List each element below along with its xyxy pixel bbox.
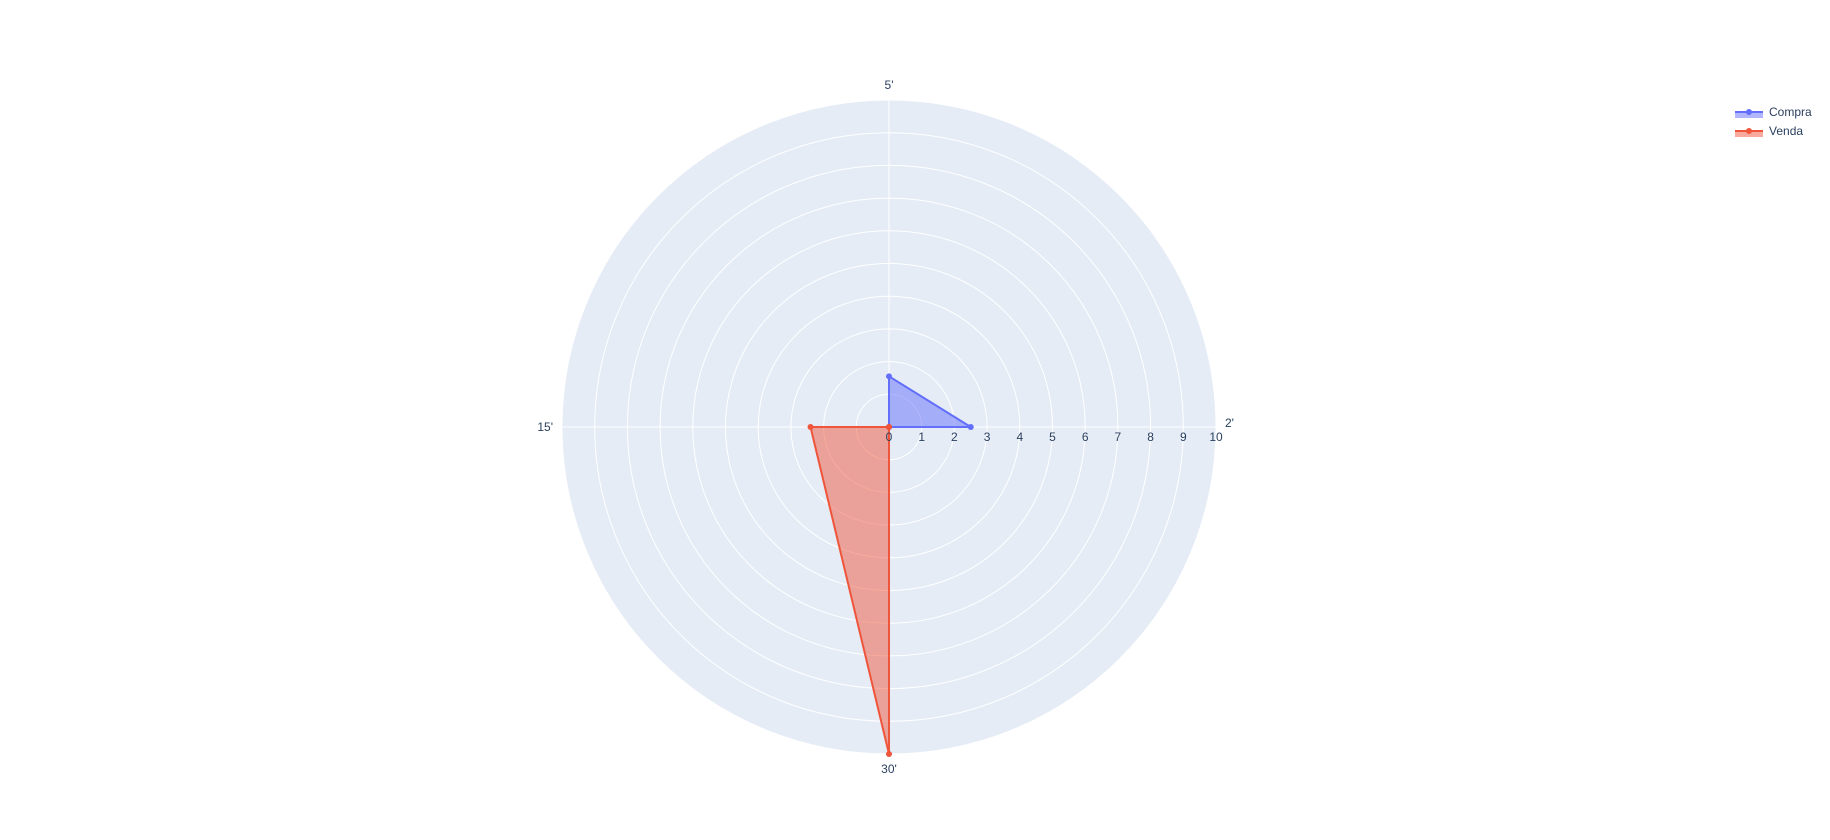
radial-tick-label: 2 (951, 430, 958, 444)
angular-tick-label: 30' (881, 762, 897, 776)
series-layer (807, 373, 974, 757)
legend-marker (1746, 109, 1752, 115)
radial-tick-label: 10 (1209, 430, 1223, 444)
radial-tick-label: 9 (1180, 430, 1187, 444)
radial-tick-label: 1 (918, 430, 925, 444)
angular-tick-label: 5' (885, 78, 894, 92)
series-venda-point (807, 424, 814, 430)
series-compra-point (886, 373, 892, 380)
legend-label: Venda (1769, 124, 1803, 138)
radial-tick-label: 3 (984, 430, 991, 444)
legend-item[interactable]: Compra (1735, 105, 1812, 119)
radial-tick-label: 4 (1016, 430, 1023, 444)
series-compra-point (967, 424, 974, 430)
angular-tick-label: 15' (537, 420, 553, 434)
radial-tick-label: 7 (1115, 430, 1122, 444)
legend: Compra Venda (1735, 105, 1812, 138)
radial-tick-label: 8 (1147, 430, 1154, 444)
label-layer: 0 1 2 3 4 5 6 7 8 9 102' 5' 15' 30' (537, 78, 1234, 776)
angular-tick-label: 2' (1225, 416, 1234, 430)
radial-tick-label: 0 (886, 430, 893, 444)
legend-item[interactable]: Venda (1735, 124, 1803, 138)
legend-label: Compra (1769, 105, 1812, 119)
series-compra-area (888, 375, 972, 428)
series-venda-point (886, 424, 892, 430)
radial-tick-label: 6 (1082, 430, 1089, 444)
series-venda-point (886, 751, 892, 757)
radial-tick-label: 5 (1049, 430, 1056, 444)
series-venda-area (809, 426, 890, 755)
legend-marker (1746, 128, 1752, 134)
